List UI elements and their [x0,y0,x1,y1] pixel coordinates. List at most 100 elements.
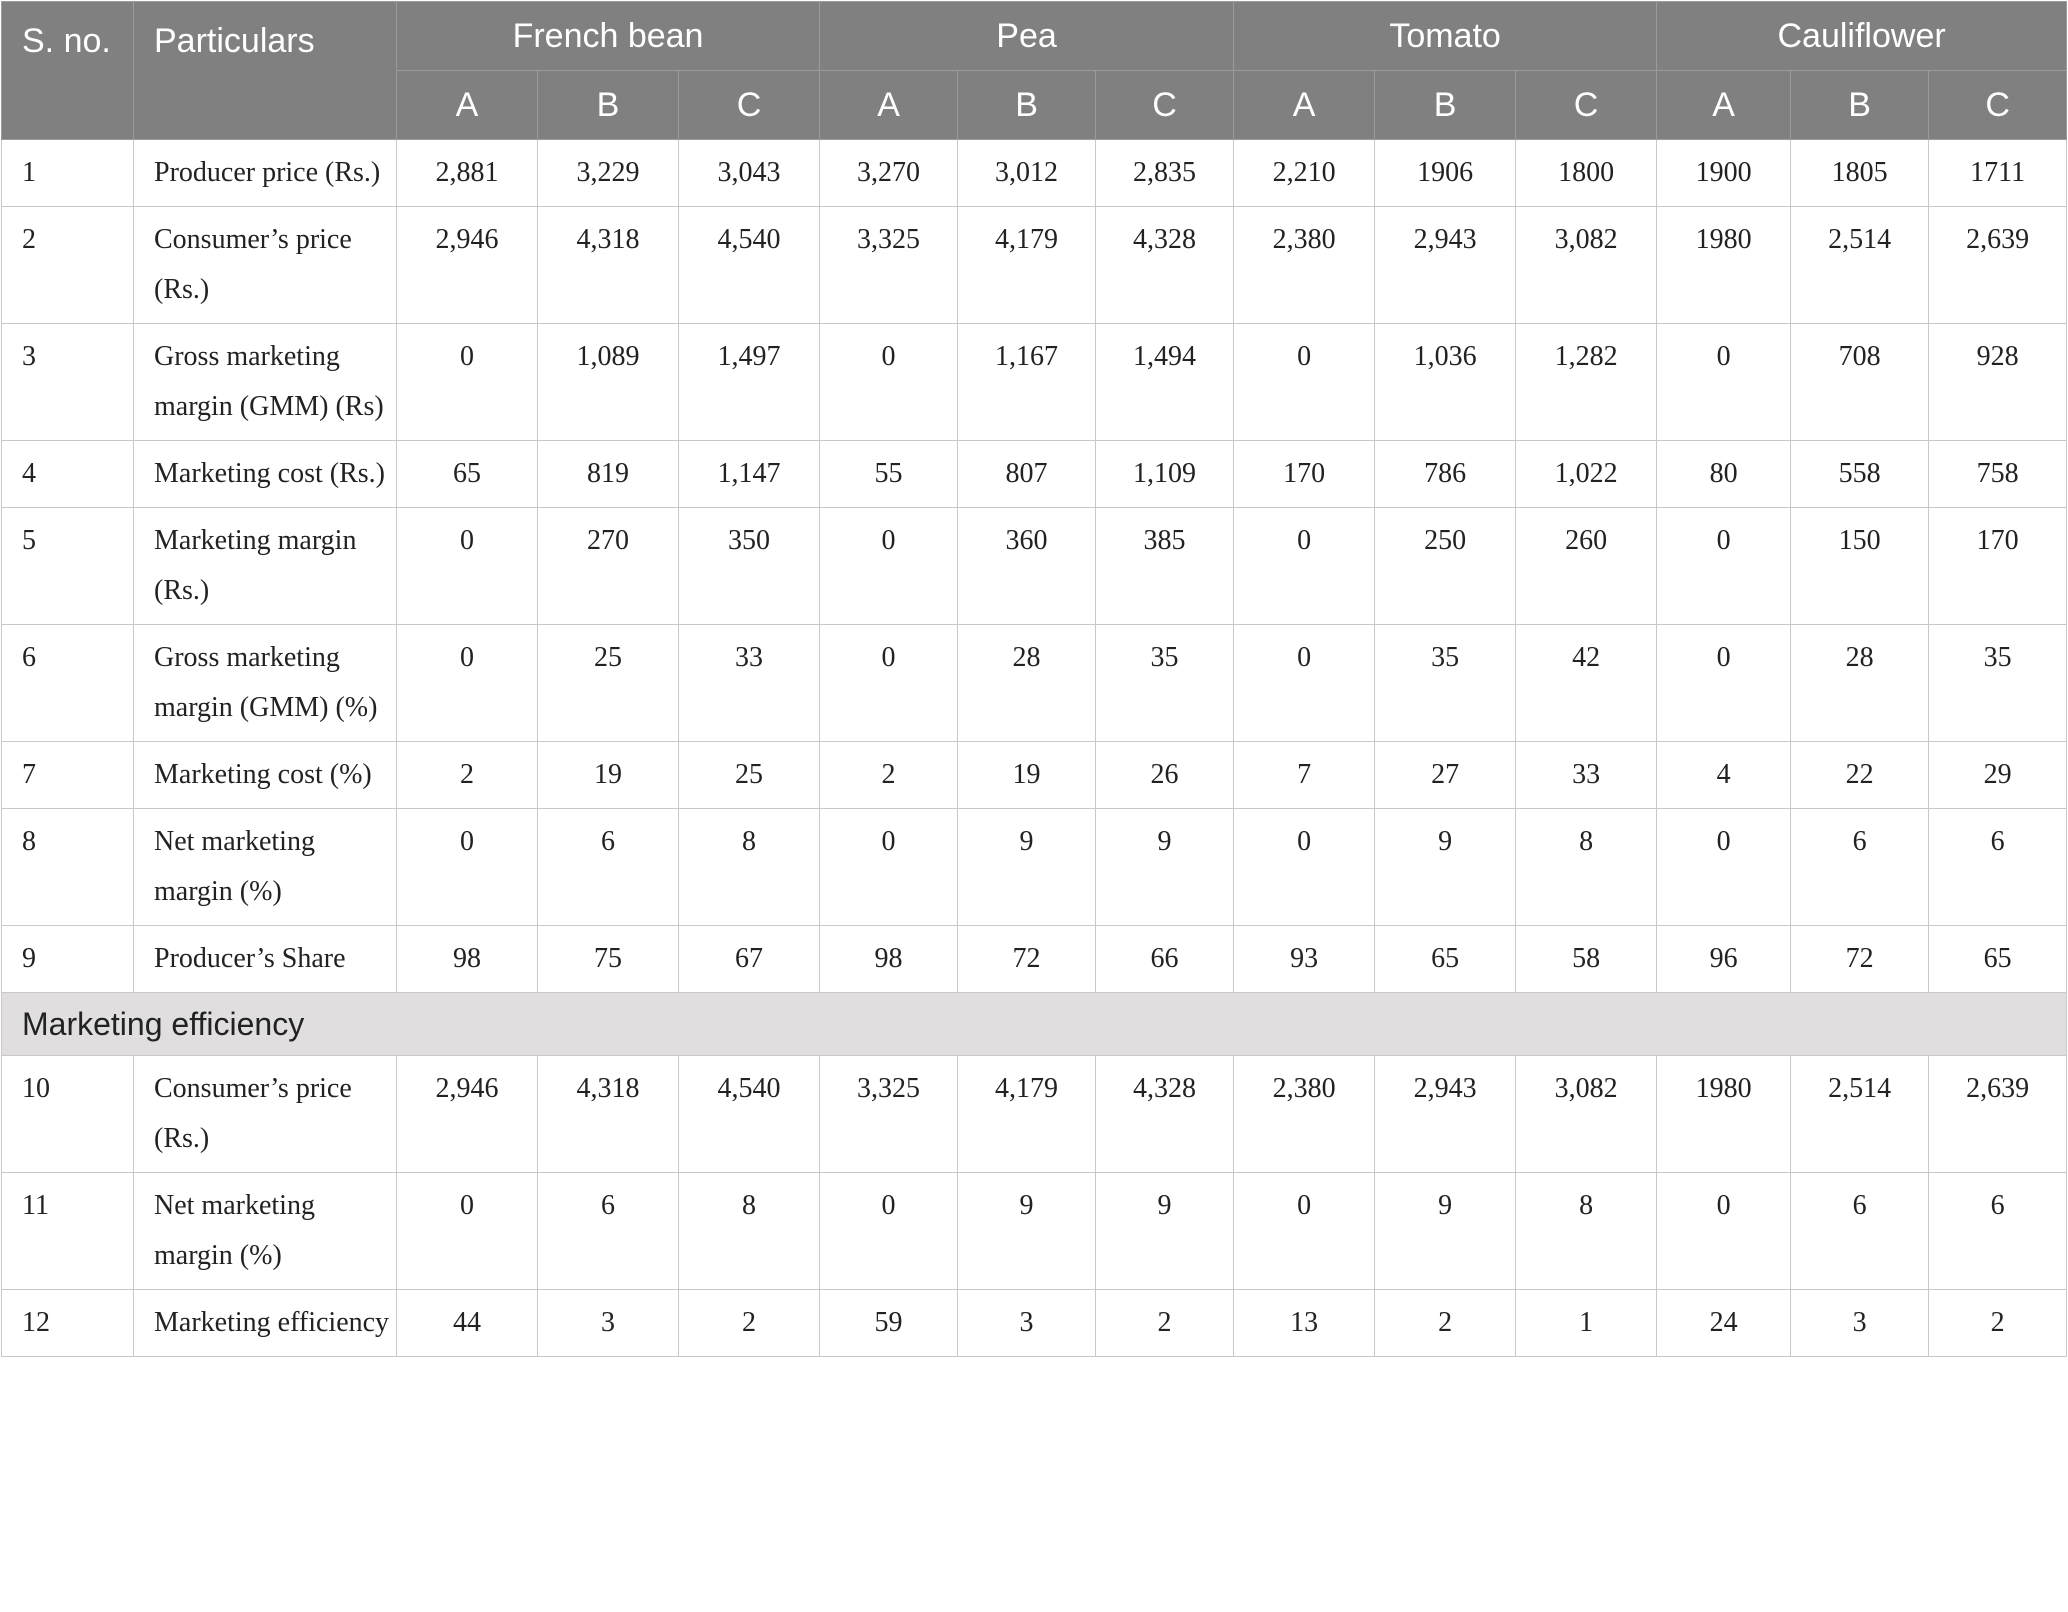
header-subcolumn: A [396,70,538,140]
cell-value: 4,318 [537,1055,679,1173]
cell-value: 8 [1515,1172,1658,1290]
cell-value: 8 [677,1172,821,1290]
cell-value: 3,325 [819,206,959,324]
cell-value: 0 [396,808,538,926]
cell-value: 0 [819,507,959,625]
row-label: Consumer’s price (Rs.) [133,206,397,324]
cell-value: 65 [1928,925,2068,993]
cell-value: 9 [957,808,1097,926]
cell-value: 0 [1233,1172,1376,1290]
header-sno: S. no. [1,1,134,140]
cell-value: 3,082 [1515,206,1658,324]
cell-value: 350 [677,507,821,625]
cell-value: 2,943 [1374,1055,1517,1173]
table-row: 10 Consumer’s price (Rs.) 2,946 4,318 4,540 3… [1,1055,2068,1173]
row-label: Gross marketing margin (GMM) (Rs) [133,323,397,441]
cell-value: 708 [1790,323,1930,441]
cell-value: 0 [396,1172,538,1290]
row-sno: 5 [1,507,134,625]
cell-value: 360 [957,507,1097,625]
cell-value: 0 [819,1172,959,1290]
cell-value: 1,089 [537,323,679,441]
cell-value: 65 [1374,925,1517,993]
row-label: Net marketing margin (%) [133,808,397,926]
cell-value: 2 [819,741,959,809]
cell-value: 1980 [1656,1055,1792,1173]
cell-value: 2,514 [1790,1055,1930,1173]
row-sno: 4 [1,440,134,508]
row-sno: 12 [1,1289,134,1357]
cell-value: 1,147 [677,440,821,508]
row-label: Consumer’s price (Rs.) [133,1055,397,1173]
table-body: 1 Producer price (Rs.) 2,881 3,229 3,043 3,27… [0,139,2068,1357]
cell-value: 2 [396,741,538,809]
cell-value: 7 [1233,741,1376,809]
cell-value: 0 [1233,323,1376,441]
header-subcolumn: A [819,70,959,140]
cell-value: 66 [1095,925,1235,993]
row-label: Gross marketing margin (GMM) (%) [133,624,397,742]
cell-value: 260 [1515,507,1658,625]
cell-value: 25 [677,741,821,809]
cell-value: 4 [1656,741,1792,809]
header-crop-pea: Pea [819,1,1235,71]
header-subcolumn: C [1095,70,1235,140]
cell-value: 3 [1790,1289,1930,1357]
cell-value: 1,022 [1515,440,1658,508]
cell-value: 0 [819,323,959,441]
cell-value: 150 [1790,507,1930,625]
cell-value: 0 [1656,1172,1792,1290]
cell-value: 1906 [1374,139,1517,207]
cell-value: 35 [1374,624,1517,742]
header-crop-french-bean: French bean [395,1,821,71]
cell-value: 44 [396,1289,538,1357]
header-subcolumn: B [1374,70,1517,140]
header-particulars: Particulars [133,1,397,140]
header-subcolumn: A [1656,70,1792,140]
cell-value: 1900 [1656,139,1792,207]
cell-value: 1805 [1790,139,1930,207]
cell-value: 2,835 [1095,139,1235,207]
row-sno: 3 [1,323,134,441]
cell-value: 26 [1095,741,1235,809]
cell-value: 67 [677,925,821,993]
cell-value: 9 [1095,808,1235,926]
cell-value: 3,012 [957,139,1097,207]
cell-value: 29 [1928,741,2068,809]
table-row: 5 Marketing margin (Rs.) 0 270 350 0 360 385 0 25… [1,507,2068,625]
cell-value: 250 [1374,507,1517,625]
cell-value: 3,082 [1515,1055,1658,1173]
table-row: 9 Producer’s Share 98 75 67 98 72 66 93 65 58 96 72 6… [1,925,2068,993]
cell-value: 786 [1374,440,1517,508]
cell-value: 2,639 [1928,1055,2068,1173]
cell-value: 0 [819,624,959,742]
cell-value: 19 [537,741,679,809]
cell-value: 9 [1095,1172,1235,1290]
cell-value: 1,282 [1515,323,1658,441]
cell-value: 1,167 [957,323,1097,441]
row-sno: 8 [1,808,134,926]
cell-value: 4,328 [1095,206,1235,324]
marketing-table: S. no. Particulars French bean Pea Tomat… [0,1,2068,1357]
cell-value: 2,943 [1374,206,1517,324]
cell-value: 25 [537,624,679,742]
cell-value: 170 [1233,440,1376,508]
cell-value: 6 [1790,1172,1930,1290]
cell-value: 80 [1656,440,1792,508]
cell-value: 1 [1515,1289,1658,1357]
cell-value: 27 [1374,741,1517,809]
table-row: 12 Marketing efficiency 44 3 2 59 3 2 13 2 1 24 3 2 [1,1289,2068,1357]
cell-value: 4,179 [957,1055,1097,1173]
header-subcolumn: C [677,70,821,140]
row-sno: 11 [1,1172,134,1290]
cell-value: 65 [396,440,538,508]
cell-value: 2 [1095,1289,1235,1357]
cell-value: 3 [957,1289,1097,1357]
cell-value: 59 [819,1289,959,1357]
cell-value: 3,229 [537,139,679,207]
cell-value: 2,210 [1233,139,1376,207]
cell-value: 0 [1233,507,1376,625]
cell-value: 9 [957,1172,1097,1290]
header-subcolumn: B [957,70,1097,140]
